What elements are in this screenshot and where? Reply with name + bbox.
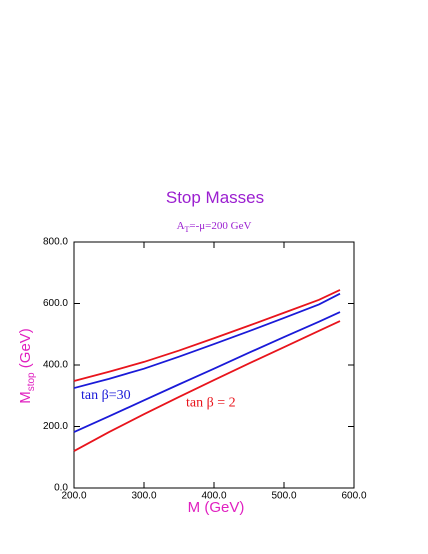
x-tick-label: 300.0: [131, 491, 156, 502]
y-tick-label: 200.0: [43, 421, 68, 432]
series-line: [73, 292, 341, 389]
x-tick-label: 200.0: [61, 491, 86, 502]
subtitle-rest: =-μ=200 GeV: [189, 220, 251, 232]
series-line: [73, 320, 341, 452]
chart-subtitle: AT=-μ=200 GeV: [177, 220, 252, 234]
chart-title: Stop Masses: [166, 188, 264, 207]
series-line: [73, 289, 341, 382]
ylabel-main: M: [17, 391, 34, 404]
x-tick-label: 400.0: [201, 491, 226, 502]
subtitle-main: A: [177, 220, 185, 232]
plot-frame: [73, 241, 355, 489]
annotation: tan β=30: [81, 388, 131, 403]
ylabel-sub: stop: [26, 372, 37, 391]
series-line: [73, 311, 341, 433]
y-tick-label: 800.0: [43, 237, 68, 248]
x-axis-label: M (GeV): [188, 499, 245, 516]
y-axis-label: Mstop (GeV): [17, 328, 37, 404]
ylabel-rest: (GeV): [17, 328, 34, 372]
x-tick-label: 600.0: [341, 491, 366, 502]
x-tick-label: 500.0: [271, 491, 296, 502]
annotation: tan β = 2: [186, 396, 236, 411]
subtitle-sub: T: [185, 225, 190, 234]
y-tick-label: 600.0: [43, 298, 68, 309]
y-tick-label: 400.0: [43, 360, 68, 371]
y-tick-label: 0.0: [54, 483, 68, 494]
